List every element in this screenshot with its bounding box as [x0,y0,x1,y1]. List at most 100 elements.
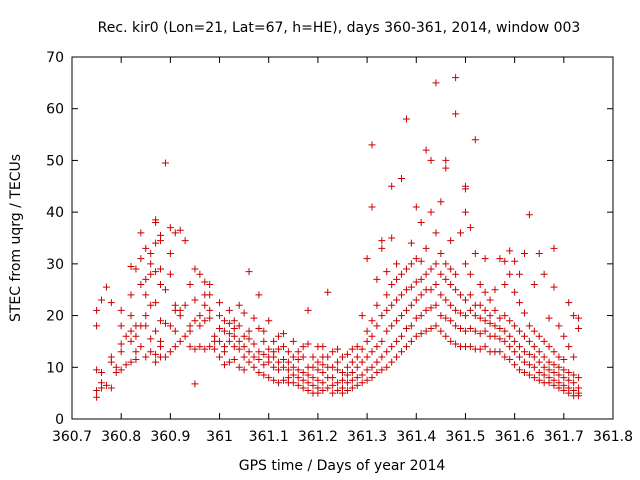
data-point [432,79,440,87]
data-point [461,182,469,190]
data-point [279,330,287,338]
data-point [334,345,342,353]
data-point [398,270,406,278]
data-point [289,337,297,345]
data-point [466,270,474,278]
data-point [132,265,140,273]
data-point [457,229,465,237]
data-point [457,309,465,317]
data-point [142,275,150,283]
data-point [496,335,504,343]
data-point [452,322,460,330]
data-point [343,350,351,358]
data-point [545,314,553,322]
data-point [157,281,165,289]
data-point [275,379,283,387]
data-point [201,345,209,353]
data-point [412,332,420,340]
data-point [535,348,543,356]
data-point [555,371,563,379]
data-point [565,343,573,351]
data-point [166,224,174,232]
data-point [388,358,396,366]
data-point [270,363,278,371]
data-point [230,356,238,364]
data-point [525,371,533,379]
data-point [176,306,184,314]
data-point [491,322,499,330]
data-point [309,374,317,382]
data-point [417,312,425,320]
data-point [511,337,519,345]
data-point [166,348,174,356]
data-point [250,363,258,371]
data-point [570,379,578,387]
data-point [289,353,297,361]
data-point [260,327,268,335]
data-point [442,260,450,268]
data-point [525,322,533,330]
data-point [319,343,327,351]
data-point [137,343,145,351]
data-point [275,345,283,353]
data-point [461,327,469,335]
data-point [447,337,455,345]
data-point [481,255,489,263]
data-point [206,306,214,314]
data-point [511,257,519,265]
data-point [157,265,165,273]
data-point [117,348,125,356]
data-point [481,327,489,335]
data-point [393,337,401,345]
data-point [520,250,528,258]
data-point [412,255,420,263]
data-point [383,363,391,371]
data-point [545,366,553,374]
data-point [147,260,155,268]
data-point [368,374,376,382]
data-point [324,384,332,392]
data-point [166,270,174,278]
data-point [383,348,391,356]
data-point [442,156,450,164]
data-point [501,312,509,320]
data-point [122,332,130,340]
data-point [398,332,406,340]
data-point [353,374,361,382]
data-point [216,325,224,332]
data-point [506,247,514,255]
data-point [550,348,558,356]
data-point [191,380,199,388]
data-point [466,343,474,351]
data-point [235,363,243,371]
data-point [216,299,224,307]
data-point [506,356,514,364]
data-point [476,314,484,322]
data-point [442,164,450,172]
data-point [161,286,169,294]
data-point [225,319,233,327]
data-point [358,379,366,387]
data-point [98,368,106,376]
data-point [206,291,214,299]
data-point [398,175,406,183]
data-point [147,301,155,309]
data-point [279,343,287,351]
data-point [452,74,460,82]
data-point [530,281,538,289]
data-point [93,366,101,374]
data-point [152,216,160,224]
data-point [265,374,273,382]
y-axis-label: STEC from uqrg / TECUs [8,154,24,322]
data-point [427,208,435,216]
data-point [348,384,356,392]
data-point [294,366,302,374]
data-point [437,312,445,320]
data-point [102,283,110,291]
data-point [363,376,371,384]
x-axis-label: GPS time / Days of year 2014 [239,458,446,474]
data-point [476,345,484,353]
data-point [171,229,179,237]
data-point [402,343,410,351]
data-point [166,250,174,258]
